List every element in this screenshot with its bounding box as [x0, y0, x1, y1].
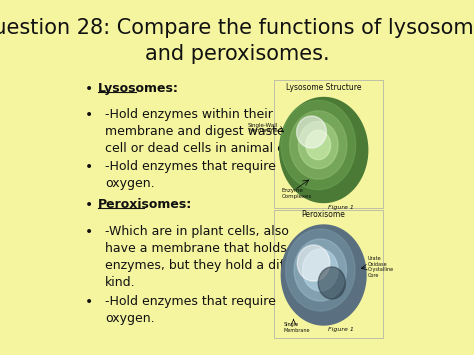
Polygon shape	[297, 116, 327, 148]
Text: -Hold enzymes within their
membrane and digest waste in the
cell or dead cells i: -Hold enzymes within their membrane and …	[105, 108, 325, 155]
Text: Enzyme
Complexes: Enzyme Complexes	[282, 188, 312, 199]
Polygon shape	[290, 111, 347, 179]
Polygon shape	[302, 249, 338, 291]
Text: Figure 1: Figure 1	[328, 327, 354, 332]
FancyBboxPatch shape	[274, 210, 383, 338]
Text: Question 28: Compare the functions of lysosomes
and peroxisomes.: Question 28: Compare the functions of ly…	[0, 18, 474, 64]
Text: •: •	[84, 198, 93, 212]
Text: Urate
Oxidase
Crystalline
Core: Urate Oxidase Crystalline Core	[368, 256, 394, 278]
Text: Single
Membrane: Single Membrane	[283, 322, 310, 333]
Polygon shape	[306, 130, 330, 160]
Text: -Hold enzymes that require  no
oxygen.: -Hold enzymes that require no oxygen.	[105, 160, 299, 190]
Text: Peroxisomes:: Peroxisomes:	[98, 198, 192, 211]
Text: -Which are in plant cells, also
have a membrane that holds
enzymes, but they hol: -Which are in plant cells, also have a m…	[105, 225, 322, 289]
Polygon shape	[318, 267, 346, 299]
Polygon shape	[297, 245, 330, 281]
Polygon shape	[281, 100, 356, 190]
Text: Single-Wall
Membrane: Single-Wall Membrane	[247, 122, 278, 133]
Polygon shape	[280, 98, 368, 202]
Text: Figure 1: Figure 1	[328, 204, 354, 209]
Text: •: •	[84, 225, 93, 239]
Polygon shape	[286, 229, 355, 311]
Polygon shape	[294, 239, 346, 301]
Text: •: •	[84, 160, 93, 174]
Text: Lysosome Structure: Lysosome Structure	[286, 82, 362, 92]
Polygon shape	[299, 121, 338, 169]
Text: Lysosomes:: Lysosomes:	[98, 82, 179, 95]
Text: Peroxisome: Peroxisome	[302, 210, 346, 219]
Text: •: •	[84, 108, 93, 122]
Text: -Hold enzymes that require
oxygen.: -Hold enzymes that require oxygen.	[105, 295, 276, 325]
FancyBboxPatch shape	[274, 80, 383, 208]
Text: •: •	[84, 82, 93, 96]
Polygon shape	[282, 225, 366, 325]
Text: •: •	[84, 295, 93, 309]
